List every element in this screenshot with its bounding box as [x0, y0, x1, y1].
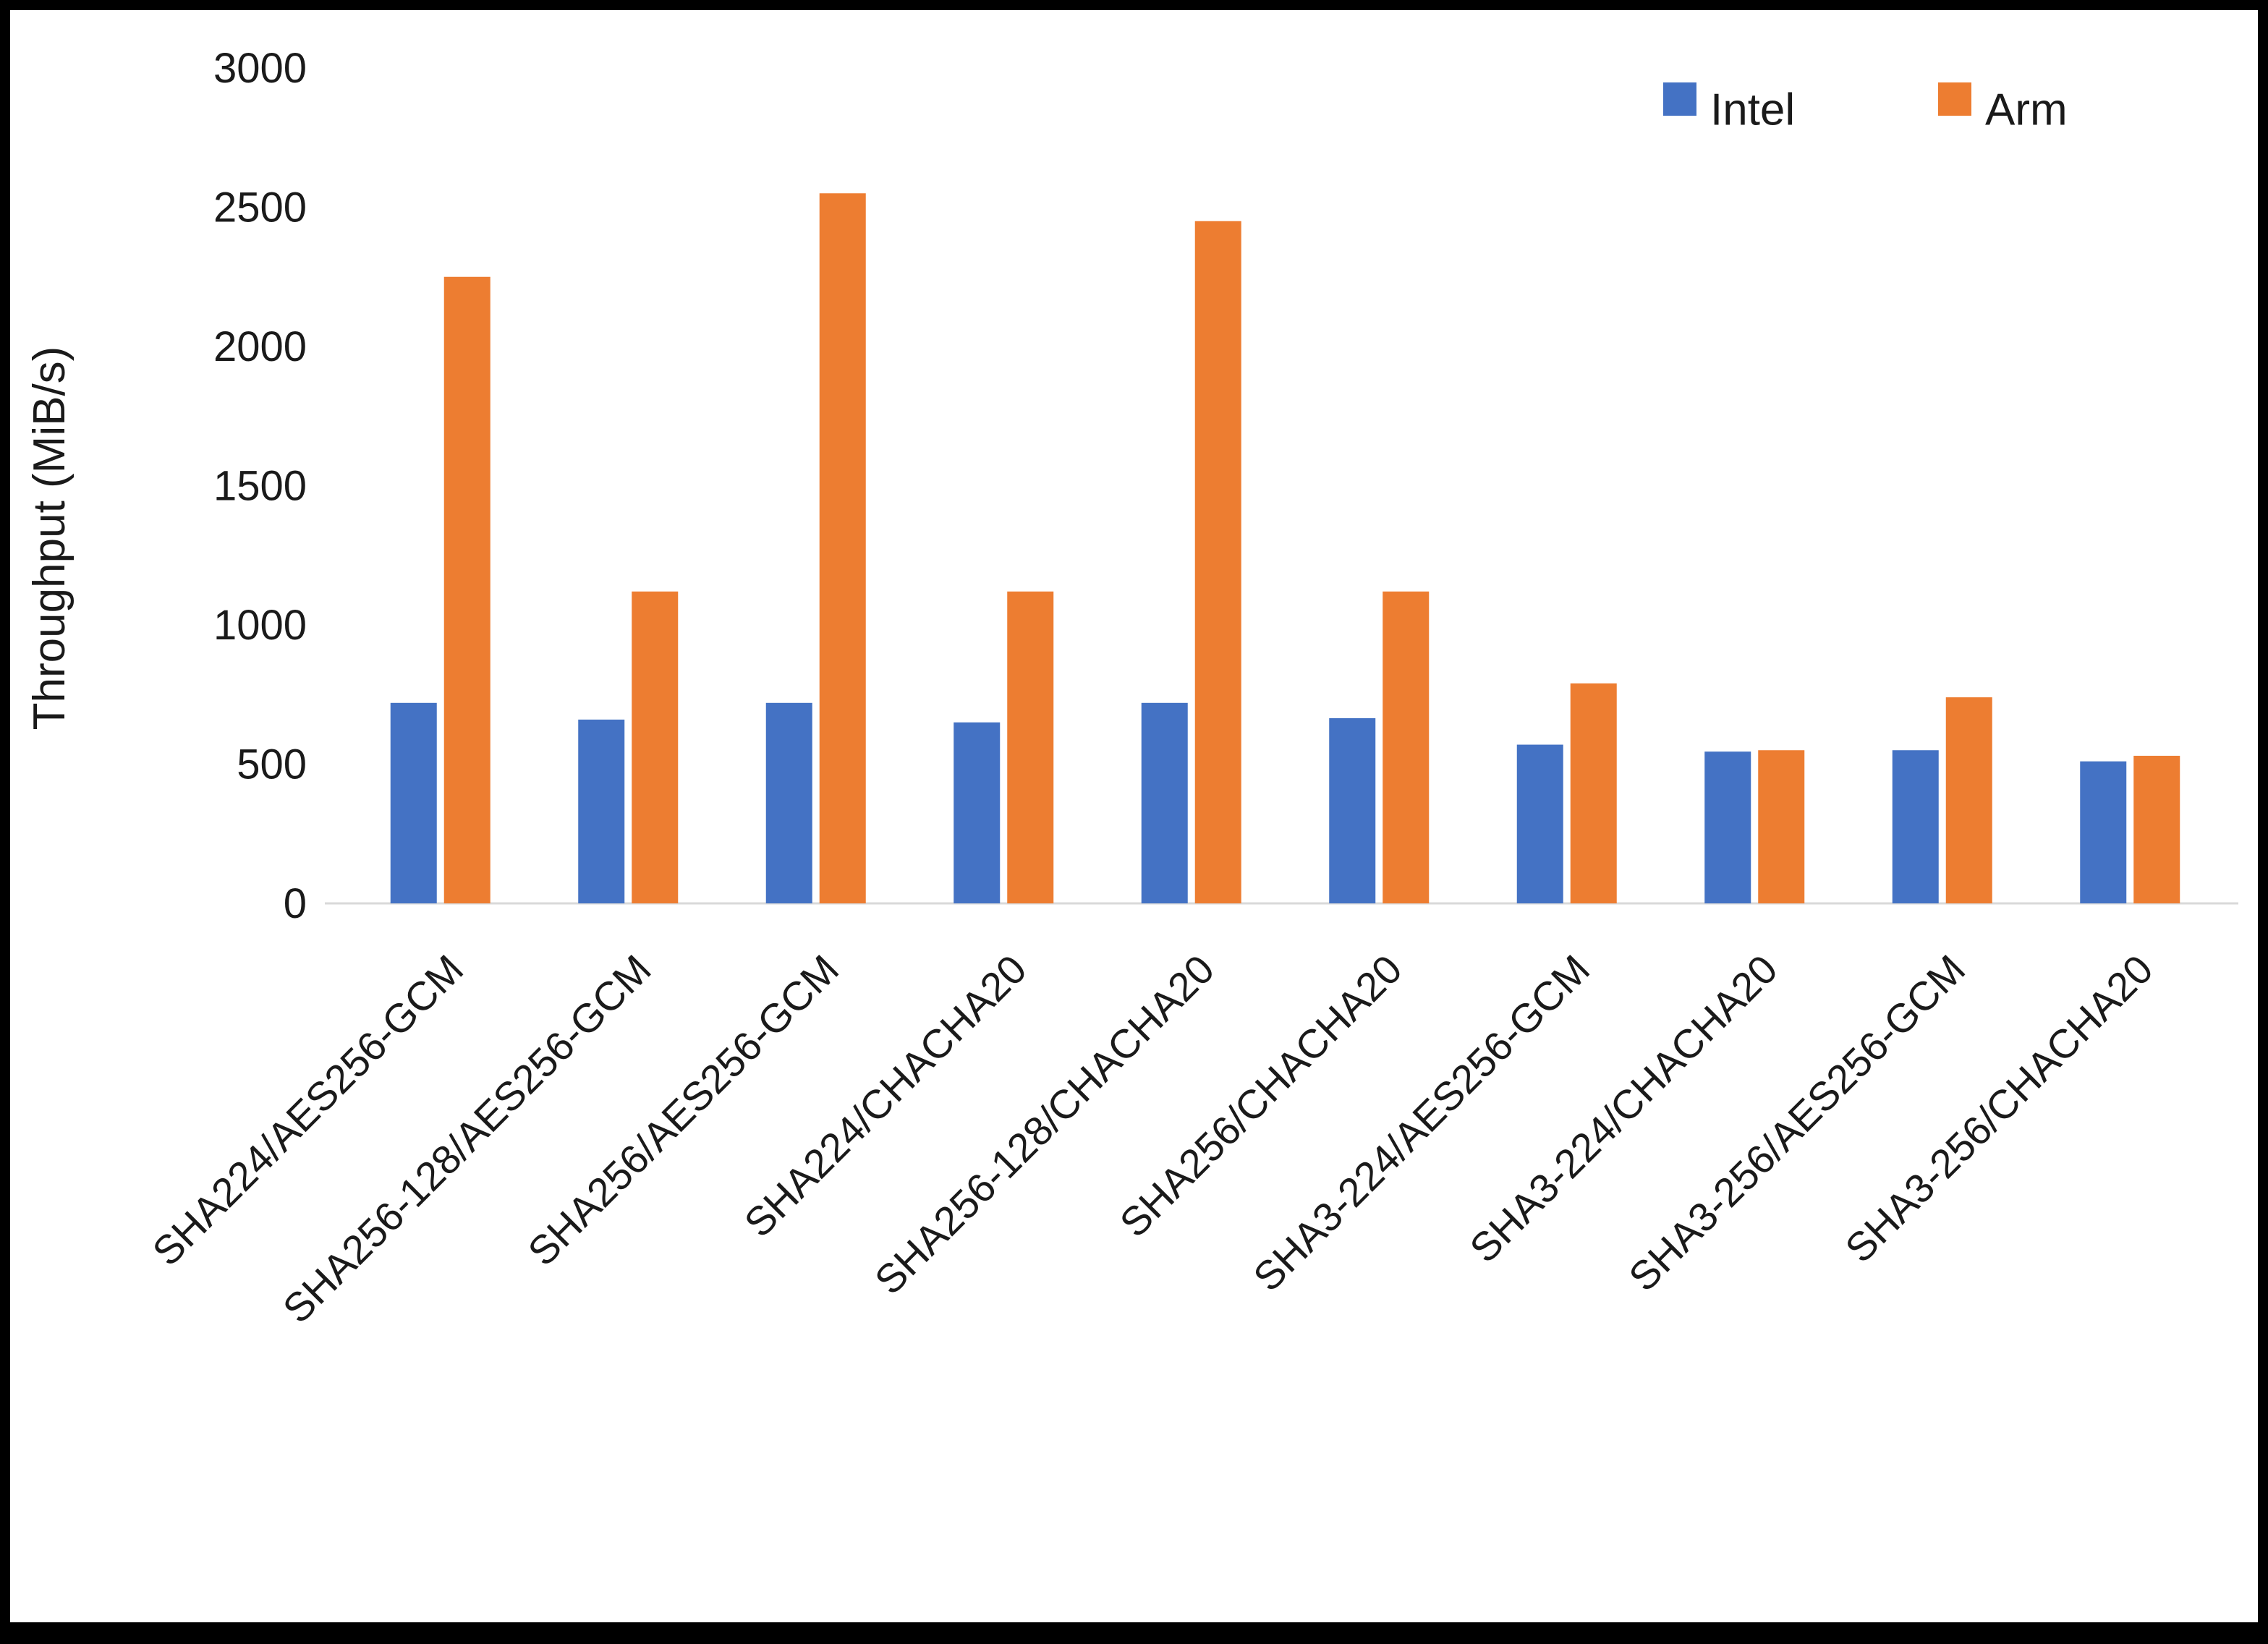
y-tick-label: 500 — [237, 741, 307, 788]
bar-arm — [1945, 697, 1992, 903]
bar-intel — [1329, 717, 1376, 903]
category-label: SHA3-256/AES256-GCM — [1620, 946, 1974, 1300]
legend: Intel Arm — [1663, 82, 2068, 135]
category-label: SHA3-224/CHACHA20 — [1461, 946, 1785, 1271]
y-axis-title: Throughput (MiB/s) — [25, 346, 75, 731]
plot-area: 0 500 1000 1500 2000 2500 3000 SHA224/AES256-GC… — [143, 45, 2238, 1332]
bar-arm — [443, 276, 490, 903]
bar-intel — [765, 702, 812, 903]
bar-intel — [1516, 744, 1563, 903]
bar-chart: Throughput (MiB/s) 0 500 1000 1500 2000 2500 3… — [25, 45, 2238, 1332]
bar-intel — [2080, 761, 2127, 903]
legend-swatch-arm — [1938, 82, 1971, 116]
y-tick-label: 2500 — [213, 184, 307, 231]
bar-arm — [1758, 750, 1805, 903]
y-tick-label: 2000 — [213, 323, 307, 370]
category-label: SHA3-256/CHACHA20 — [1836, 946, 2161, 1271]
bar-intel — [390, 702, 437, 903]
bar-arm — [1194, 221, 1241, 903]
bar-intel — [954, 722, 1001, 903]
bar-intel — [578, 719, 625, 903]
legend-label-intel: Intel — [1710, 85, 1795, 135]
bar-intel — [1141, 702, 1188, 903]
legend-swatch-intel — [1663, 82, 1696, 116]
bar-arm — [819, 193, 866, 903]
y-tick-label: 1500 — [213, 463, 307, 510]
legend-label-arm: Arm — [1985, 85, 2068, 135]
y-tick-label: 3000 — [213, 45, 307, 92]
bar-intel — [1704, 751, 1751, 903]
bar-arm — [632, 591, 679, 903]
category-label: SHA224/AES256-GCM — [143, 946, 472, 1274]
category-label: SHA3-224/AES256-GCM — [1244, 946, 1598, 1300]
y-tick-label: 1000 — [213, 602, 307, 649]
bar-arm — [1383, 591, 1430, 903]
y-tick-label: 0 — [284, 880, 307, 927]
bar-arm — [2133, 755, 2180, 903]
bar-arm — [1007, 591, 1054, 903]
category-label: SHA256/AES256-GCM — [519, 946, 847, 1274]
category-label: SHA256-128/AES256-GCM — [274, 946, 660, 1332]
bar-intel — [1892, 750, 1939, 903]
bar-arm — [1570, 683, 1617, 903]
category-label: SHA256-128/CHACHA20 — [866, 946, 1223, 1303]
